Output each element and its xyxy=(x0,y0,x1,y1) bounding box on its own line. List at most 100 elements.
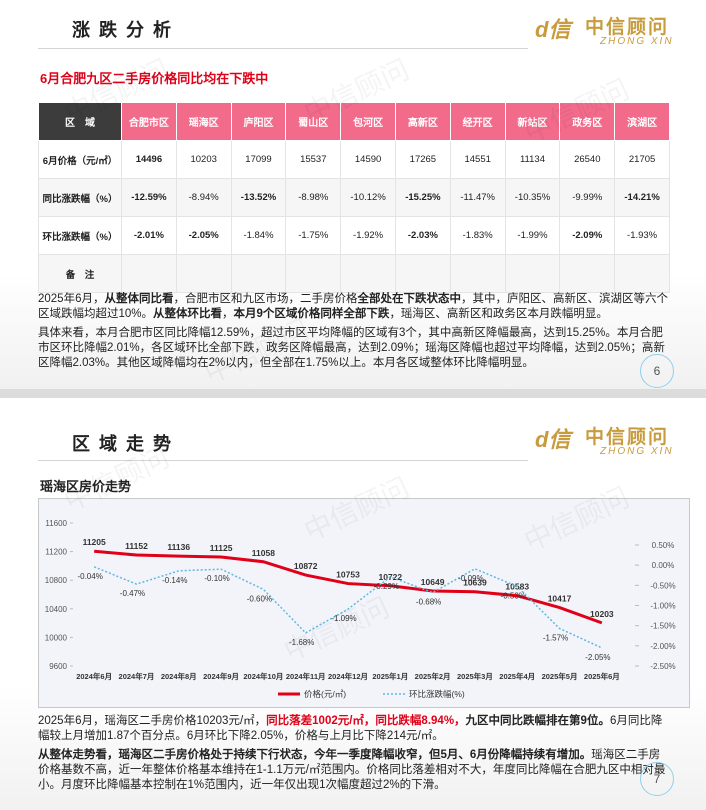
table-cell: -9.99% xyxy=(559,178,616,217)
table-cell: 14496 xyxy=(121,140,177,179)
chart: 9600 10000 10400 10800 11200 11600 0.50% 0.00% -… xyxy=(38,498,690,708)
x-tick-label: 2025年4月 xyxy=(499,671,535,681)
table-cell: -1.99% xyxy=(504,216,561,255)
pct-label: -0.04% xyxy=(77,572,102,581)
table-cell: -8.98% xyxy=(285,178,342,217)
series-line xyxy=(93,566,603,649)
price-label: 10872 xyxy=(294,561,318,571)
table-row: 6月价格（元/㎡） 14496 10203 17099 15537 14590 17265 1… xyxy=(38,140,670,179)
price-label: 11058 xyxy=(252,548,275,558)
table-cell: -11.47% xyxy=(449,178,506,217)
text-run: 从整体环比看 xyxy=(153,308,223,320)
y-tick-label: 11600 xyxy=(45,519,67,528)
x-tick-label: 2025年2月 xyxy=(415,671,451,681)
x-tick-label: 2024年7月 xyxy=(119,671,155,681)
y2-tick-label: 0.50% xyxy=(652,541,675,550)
y2-tick-label: -1.00% xyxy=(650,602,675,611)
y-tick-label: 10400 xyxy=(45,605,68,614)
table-cell xyxy=(121,254,177,293)
paragraphs: 2025年6月，从整体同比看，合肥市区和九区市场，二手房价格全部处在下跌状态中，… xyxy=(38,292,670,375)
y2-tick-label: -2.50% xyxy=(650,662,675,671)
text-run: ，其中，庐阳区、高新区、滨湖区等六个区域跌幅均超过10%。 xyxy=(38,293,668,320)
logo-en: ZHONG XIN xyxy=(600,446,674,457)
pct-label: -1.57% xyxy=(543,633,568,642)
price-label: 10753 xyxy=(336,570,360,580)
y-tick-label: 9600 xyxy=(49,662,67,671)
table-cell: 10203 xyxy=(175,140,232,179)
x-tick-label: 2024年6月 xyxy=(76,671,112,681)
logo-mark: d信 xyxy=(535,17,571,42)
paragraph: 从整体走势看，瑶海区二手房价格处于持续下行状态，今年一季度降幅收窄，但5月、6月… xyxy=(38,748,670,793)
table-cell: 同比涨跌幅（%） xyxy=(38,178,122,217)
price-label: 10639 xyxy=(463,578,487,588)
text-run: 从整体同比看 xyxy=(104,293,174,305)
header-cell: 瑶海区 xyxy=(175,102,232,141)
page-number: 7 xyxy=(640,762,674,796)
slide-title: 涨 跌 分 析 xyxy=(72,20,174,40)
text-run: 本月9个区域价格同样全部下跌 xyxy=(233,308,390,320)
table-cell: -1.83% xyxy=(449,216,506,255)
price-label: 11125 xyxy=(210,543,233,553)
logo: 中信顾问 xyxy=(585,427,670,448)
pct-label: -0.10% xyxy=(204,574,229,583)
text-run: ， xyxy=(222,308,234,320)
header-cell: 合肥市区 xyxy=(121,102,177,141)
table-cell: -15.25% xyxy=(394,178,451,217)
text-run: 6月同比降幅较上月增加1.87个百分点。6月环比下降2.05%，价格与上月比下降… xyxy=(38,715,663,742)
paragraph: 2025年6月，瑶海区二手房价格10203元/㎡，同比落差1002元/㎡，同比跌… xyxy=(38,714,670,744)
paragraph: 2025年6月，从整体同比看，合肥市区和九区市场，二手房价格全部处在下跌状态中，… xyxy=(38,292,670,322)
header-line xyxy=(38,48,528,49)
table-cell: -10.12% xyxy=(340,178,396,217)
table-cell: 环比涨跌幅（%） xyxy=(38,216,122,255)
pct-label: -1.09% xyxy=(331,614,356,623)
y-tick-label: 11200 xyxy=(45,548,67,557)
header-cell: 庐阳区 xyxy=(230,102,287,141)
table-cell xyxy=(394,254,451,293)
table-cell: 26540 xyxy=(559,140,616,179)
header-cell: 新站区 xyxy=(504,102,561,141)
table-cell: 21705 xyxy=(614,140,670,179)
table-cell: 14551 xyxy=(449,140,506,179)
price-label: 11152 xyxy=(125,541,148,551)
table-cell xyxy=(230,254,287,293)
price-label: 11136 xyxy=(167,542,190,552)
text-run: ，合肥市区和九区市场，二手房价格 xyxy=(173,293,358,305)
table-cell: -2.03% xyxy=(394,216,451,255)
logo-mark: d信 xyxy=(535,427,571,452)
pct-label: -1.68% xyxy=(289,638,314,647)
table-cell: -1.92% xyxy=(340,216,396,255)
table-cell: 11134 xyxy=(504,140,561,179)
chart-frame xyxy=(38,498,690,708)
header-row: 区 域合肥市区 瑶海区 庐阳区 蜀山区 包河区 高新区 经开区 新站区 政务区 滨湖区 xyxy=(38,102,670,141)
table-cell xyxy=(340,254,396,293)
x-tick-label: 2024年11月 xyxy=(286,671,326,681)
x-tick-label: 2025年1月 xyxy=(372,671,408,681)
pct-label: -0.68% xyxy=(416,598,441,607)
table-cell: -10.35% xyxy=(504,178,561,217)
logo-en: ZHONG XIN xyxy=(600,36,674,47)
table-cell xyxy=(285,254,342,293)
table-cell: 17265 xyxy=(394,140,451,179)
table-cell: -13.52% xyxy=(230,178,287,217)
table: 区 域合肥市区 瑶海区 庐阳区 蜀山区 包河区 高新区 经开区 新站区 政务区 滨湖区 6月价格（元… xyxy=(38,102,670,293)
header-line xyxy=(38,460,528,461)
table-row: 环比涨跌幅（%） -2.01% -2.05% -1.84% -1.75% -1.92% -2… xyxy=(38,216,670,255)
header-cell: 经开区 xyxy=(449,102,506,141)
subtitle: 6月合肥九区二手房价格同比均在下跌中 xyxy=(40,71,269,86)
y2-tick-label: -2.00% xyxy=(650,642,675,651)
y2-tick-label: 0.00% xyxy=(652,561,675,570)
pct-label: -0.47% xyxy=(120,589,145,598)
table-cell: 14590 xyxy=(340,140,396,179)
table-cell: 备 注 xyxy=(38,254,122,293)
legend-label: 价格(元/㎡) xyxy=(304,689,346,699)
table-cell: -14.21% xyxy=(614,178,670,217)
x-tick-label: 2024年10月 xyxy=(243,671,283,681)
y2-tick-label: -0.50% xyxy=(650,581,675,590)
price-label: 10417 xyxy=(548,594,572,604)
price-label: 10649 xyxy=(421,577,445,587)
table-cell: 6月价格（元/㎡） xyxy=(38,140,122,179)
table-cell: -2.01% xyxy=(121,216,177,255)
x-tick-label: 2024年9月 xyxy=(203,671,239,681)
price-label: 11205 xyxy=(83,537,106,547)
